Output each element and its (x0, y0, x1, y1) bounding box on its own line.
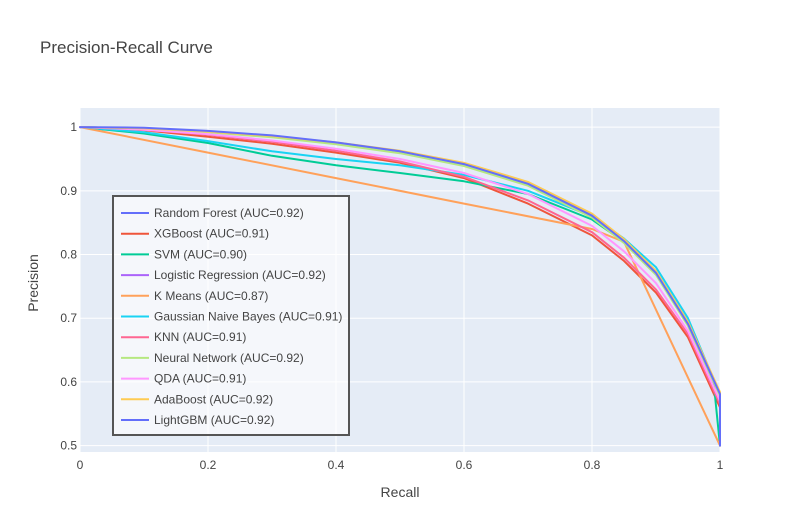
x-tick-label: 1 (717, 458, 724, 472)
chart-title: Precision-Recall Curve (40, 38, 213, 57)
legend-label: Random Forest (AUC=0.92) (154, 206, 304, 220)
y-tick-label: 0.7 (60, 311, 77, 325)
legend-item[interactable]: SVM (AUC=0.90) (121, 247, 247, 261)
legend-item[interactable]: QDA (AUC=0.91) (121, 372, 246, 386)
legend-item[interactable]: XGBoost (AUC=0.91) (121, 227, 269, 241)
legend-label: KNN (AUC=0.91) (154, 330, 246, 344)
legend-item[interactable]: LightGBM (AUC=0.92) (121, 413, 274, 427)
y-tick-label: 0.8 (60, 248, 77, 262)
y-tick-label: 0.9 (60, 184, 77, 198)
legend[interactable]: Random Forest (AUC=0.92) XGBoost (AUC=0.9… (112, 195, 350, 436)
axis-ticks: 0 0.2 0.4 0.6 0.8 1 0.5 0.6 0.7 0.8 0.9 1 (60, 120, 723, 472)
x-tick-label: 0.4 (328, 458, 345, 472)
legend-item[interactable]: K Means (AUC=0.87) (121, 289, 268, 303)
y-tick-label: 0.6 (60, 375, 77, 389)
y-tick-label: 0.5 (60, 439, 77, 453)
y-axis-label: Precision (25, 254, 41, 312)
x-tick-label: 0.6 (456, 458, 473, 472)
legend-label: AdaBoost (AUC=0.92) (154, 392, 273, 406)
series-line-11[interactable] (79, 126, 721, 447)
legend-item[interactable]: Neural Network (AUC=0.92) (121, 351, 304, 365)
x-axis-label: Recall (381, 484, 420, 500)
legend-label: QDA (AUC=0.91) (154, 372, 246, 386)
series-line-9[interactable] (79, 126, 721, 447)
x-tick-label: 0 (77, 458, 84, 472)
legend-item[interactable]: KNN (AUC=0.91) (121, 330, 246, 344)
legend-label: Neural Network (AUC=0.92) (154, 351, 304, 365)
legend-box (112, 195, 350, 436)
legend-item[interactable]: Random Forest (AUC=0.92) (121, 206, 304, 220)
legend-item[interactable]: AdaBoost (AUC=0.92) (121, 392, 273, 406)
x-tick-label: 0.2 (200, 458, 217, 472)
legend-item[interactable]: Gaussian Naive Bayes (AUC=0.91) (121, 310, 342, 324)
y-tick-label: 1 (70, 120, 77, 134)
legend-label: K Means (AUC=0.87) (154, 289, 268, 303)
legend-label: Logistic Regression (AUC=0.92) (154, 268, 326, 282)
legend-label: Gaussian Naive Bayes (AUC=0.91) (154, 310, 342, 324)
legend-label: XGBoost (AUC=0.91) (154, 227, 269, 241)
series-line-2[interactable] (79, 126, 721, 447)
legend-label: SVM (AUC=0.90) (154, 247, 247, 261)
legend-label: LightGBM (AUC=0.92) (154, 413, 274, 427)
legend-item[interactable]: Logistic Regression (AUC=0.92) (121, 268, 326, 282)
x-tick-label: 0.8 (584, 458, 601, 472)
series-lines (79, 126, 721, 447)
